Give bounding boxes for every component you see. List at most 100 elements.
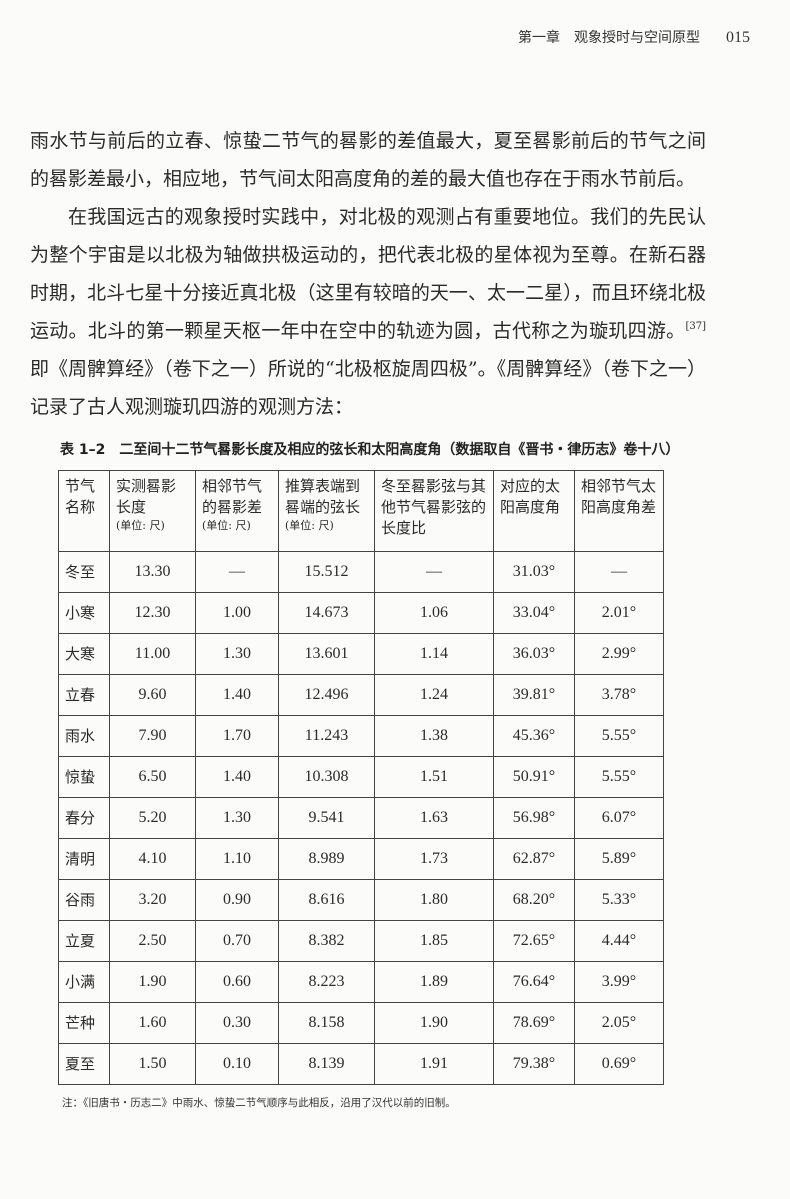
table-row: 小寒 12.30 1.00 14.673 1.06 33.04° 2.01° <box>58 592 664 634</box>
table-cell: 立夏 <box>58 920 110 962</box>
table-cell: 12.30 <box>109 592 196 634</box>
table-cell: 春分 <box>58 797 110 839</box>
table-cell: 8.223 <box>278 961 375 1003</box>
table-cell: 1.90 <box>374 1002 494 1044</box>
table-cell: 0.90 <box>195 879 279 921</box>
table-cell: 8.616 <box>278 879 375 921</box>
table-cell: 15.512 <box>278 551 375 593</box>
table-cell: 0.30 <box>195 1002 279 1044</box>
table-cell: 5.55° <box>574 756 664 798</box>
chapter-title: 第一章 观象授时与空间原型 <box>518 30 700 46</box>
table-cell: 13.30 <box>109 551 196 593</box>
table-cell: 1.30 <box>195 797 279 839</box>
table-cell: 62.87° <box>493 838 575 880</box>
table-cell: 8.139 <box>278 1043 375 1085</box>
table-cell: — <box>195 551 279 593</box>
table-cell: 11.243 <box>278 715 375 757</box>
table-row: 立春 9.60 1.40 12.496 1.24 39.81° 3.78° <box>58 674 664 716</box>
table-cell: 5.20 <box>109 797 196 839</box>
table-cell: 9.541 <box>278 797 375 839</box>
running-header: 第一章 观象授时与空间原型 015 <box>30 28 750 48</box>
table-cell: 2.99° <box>574 633 664 675</box>
table-cell: 1.51 <box>374 756 494 798</box>
body-text: 雨水节与前后的立春、惊蛰二节气的晷影的差值最大，夏至晷影前后的节气之间的晷影差最… <box>30 122 706 426</box>
page: 第一章 观象授时与空间原型 015 雨水节与前后的立春、惊蛰二节气的晷影的差值最… <box>30 28 750 1109</box>
unit-label: (单位: 尺) <box>285 519 334 532</box>
table-cell: 78.69° <box>493 1002 575 1044</box>
table-cell: 2.01° <box>574 592 664 634</box>
table-row: 夏至 1.50 0.10 8.139 1.91 79.38° 0.69° <box>58 1043 664 1085</box>
column-header: 相邻节气太阳高度角差 <box>574 470 664 552</box>
table-cell: 1.10 <box>195 838 279 880</box>
table-row: 雨水 7.90 1.70 11.243 1.38 45.36° 5.55° <box>58 715 664 757</box>
table-cell: 1.80 <box>374 879 494 921</box>
table-cell: 8.989 <box>278 838 375 880</box>
table-cell: 1.00 <box>195 592 279 634</box>
table-cell: 1.60 <box>109 1002 196 1044</box>
data-table: 节气名称 实测晷影长度 (单位: 尺) 相邻节气的晷影差 (单位: 尺) 推算表端到晷端的… <box>58 470 664 1085</box>
table-cell: 45.36° <box>493 715 575 757</box>
table-cell: 8.382 <box>278 920 375 962</box>
header-row: 节气名称 实测晷影长度 (单位: 尺) 相邻节气的晷影差 (单位: 尺) 推算表端到晷端的… <box>58 470 664 552</box>
table-note: 注：《旧唐书・历志二》中雨水、惊蛰二节气顺序与此相反，沿用了汉代以前的旧制。 <box>62 1097 456 1109</box>
table-cell: 0.10 <box>195 1043 279 1085</box>
table-cell: 惊蛰 <box>58 756 110 798</box>
table-cell: 1.50 <box>109 1043 196 1085</box>
table-cell: 4.10 <box>109 838 196 880</box>
table-cell: 1.63 <box>374 797 494 839</box>
table-cell: 11.00 <box>109 633 196 675</box>
table-cell: 清明 <box>58 838 110 880</box>
table-cell: 1.85 <box>374 920 494 962</box>
footnote-ref[interactable]: [37] <box>685 321 706 332</box>
table-cell: 4.44° <box>574 920 664 962</box>
table-row: 立夏 2.50 0.70 8.382 1.85 72.65° 4.44° <box>58 920 664 962</box>
table-cell: — <box>374 551 494 593</box>
table-cell: 1.40 <box>195 756 279 798</box>
table-cell: 13.601 <box>278 633 375 675</box>
table-cell: 0.69° <box>574 1043 664 1085</box>
column-header: 对应的太阳高度角 <box>493 470 575 552</box>
table-row: 芒种 1.60 0.30 8.158 1.90 78.69° 2.05° <box>58 1002 664 1044</box>
table-cell: 2.50 <box>109 920 196 962</box>
column-header: 相邻节气的晷影差 (单位: 尺) <box>195 470 279 552</box>
table-cell: 1.38 <box>374 715 494 757</box>
table-cell: 7.90 <box>109 715 196 757</box>
table-cell: 3.78° <box>574 674 664 716</box>
table-row: 谷雨 3.20 0.90 8.616 1.80 68.20° 5.33° <box>58 879 664 921</box>
table-cell: 39.81° <box>493 674 575 716</box>
table-cell: 1.40 <box>195 674 279 716</box>
table-cell: 3.99° <box>574 961 664 1003</box>
table-cell: 1.91 <box>374 1043 494 1085</box>
table-cell: 1.14 <box>374 633 494 675</box>
table-row: 春分 5.20 1.30 9.541 1.63 56.98° 6.07° <box>58 797 664 839</box>
column-header: 冬至晷影弦与其他节气晷影弦的长度比 <box>374 470 494 552</box>
table-cell: 9.60 <box>109 674 196 716</box>
table-cell: 1.70 <box>195 715 279 757</box>
table-cell: 79.38° <box>493 1043 575 1085</box>
table-cell: 大寒 <box>58 633 110 675</box>
table-cell: 6.07° <box>574 797 664 839</box>
table-cell: 1.24 <box>374 674 494 716</box>
unit-label: (单位: 尺) <box>116 519 165 532</box>
table-cell: — <box>574 551 664 593</box>
table-row: 冬至 13.30—15.512—31.03° — <box>58 551 664 593</box>
table-cell: 5.89° <box>574 838 664 880</box>
page-number: 015 <box>726 29 750 46</box>
table-cell: 10.308 <box>278 756 375 798</box>
table-cell: 1.73 <box>374 838 494 880</box>
table-cell: 1.89 <box>374 961 494 1003</box>
column-header: 推算表端到晷端的弦长 (单位: 尺) <box>278 470 375 552</box>
table-cell: 小寒 <box>58 592 110 634</box>
table-cell: 雨水 <box>58 715 110 757</box>
table-cell: 立春 <box>58 674 110 716</box>
table-cell: 1.90 <box>109 961 196 1003</box>
paragraph: 雨水节与前后的立春、惊蛰二节气的晷影的差值最大，夏至晷影前后的节气之间的晷影差最… <box>30 130 706 190</box>
table-cell: 68.20° <box>493 879 575 921</box>
table-cell: 芒种 <box>58 1002 110 1044</box>
table-cell: 夏至 <box>58 1043 110 1085</box>
unit-label: (单位: 尺) <box>202 519 251 532</box>
table-cell: 31.03° <box>493 551 575 593</box>
table-cell: 5.55° <box>574 715 664 757</box>
table-cell: 1.30 <box>195 633 279 675</box>
table-cell: 50.91° <box>493 756 575 798</box>
